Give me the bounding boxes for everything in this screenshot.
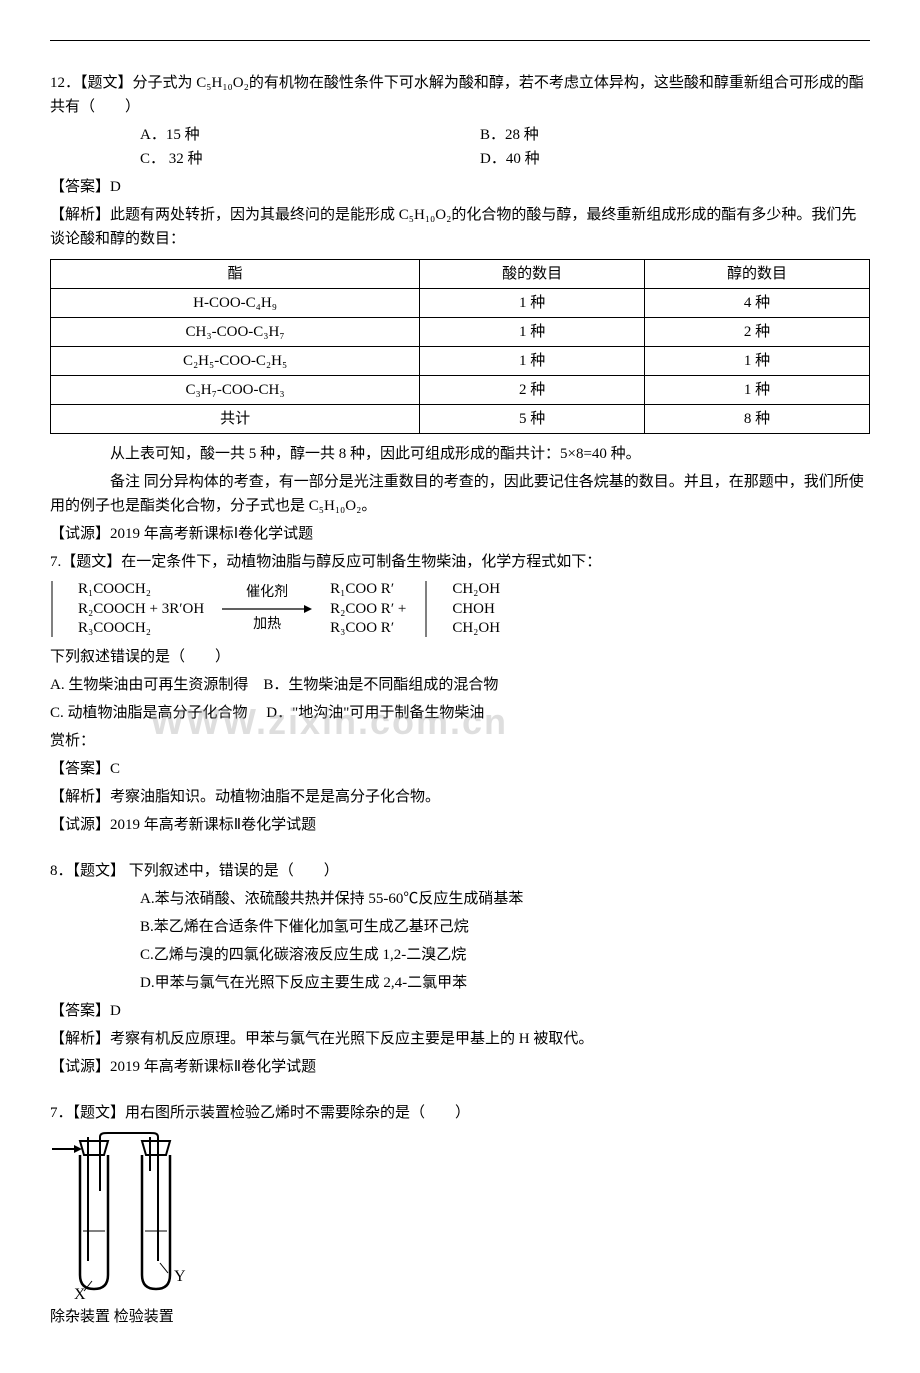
q7a-stem: 7.【题文】在一定条件下，动植物油脂与醇反应可制备生物柴油，化学方程式如下：: [50, 550, 870, 574]
q7a-stem2: 下列叙述错误的是（ ）: [50, 645, 870, 669]
q7a-explain: 【解析】考察油脂知识。动植物油脂不是是高分子化合物。: [50, 785, 870, 809]
q7a-option-a: A. 生物柴油由可再生资源制得: [50, 677, 248, 693]
rxn-right-0: CH₂OH: [452, 580, 500, 600]
q12-explain: 【解析】此题有两处转折，因为其最终问的是能形成 C₅H₁₀O₂的化合物的酸与醇，…: [50, 203, 870, 251]
table-row: CH₃-COO-C₃H₇ 1 种 2 种: [51, 318, 870, 347]
q7a-reaction: R₁COOCH₂ R₂COOCH + 3R′OH R₃COOCH₂ 催化剂 加热…: [50, 580, 870, 639]
rxn-left-0: R₁COOCH₂: [78, 580, 204, 600]
q7a-shangxi: 赏析：: [50, 729, 870, 753]
q12-stem: 12．【题文】分子式为 C₅H₁₀O₂的有机物在酸性条件下可水解为酸和醇，若不考…: [50, 71, 870, 119]
arrow-bottom-label: 加热: [227, 614, 307, 636]
q8-answer: 【答案】D: [50, 999, 870, 1023]
rxn-right-1: CHOH: [452, 600, 500, 620]
rxn-left: R₁COOCH₂ R₂COOCH + 3R′OH R₃COOCH₂: [78, 580, 204, 639]
q7a-option-d: D．"地沟油"可用于制备生物柴油: [266, 705, 484, 721]
q8-option-c: C.乙烯与溴的四氯化碳溶液反应生成 1,2-二溴乙烷: [50, 943, 870, 967]
rxn-mid-0: R₁COO R′: [330, 580, 406, 600]
right-brace-icon: [424, 581, 434, 637]
fig-label-y: Y: [174, 1268, 186, 1285]
cell: 1 种: [420, 289, 645, 318]
rxn-left-1: R₂COOCH + 3R′OH: [78, 600, 204, 620]
q7b-figure: X Y: [50, 1131, 870, 1301]
top-rule: [50, 40, 870, 41]
q8-source: 【试源】2019 年高考新课标Ⅱ卷化学试题: [50, 1055, 870, 1079]
q7a-options-line1: A. 生物柴油由可再生资源制得 B．生物柴油是不同酯组成的混合物: [50, 673, 870, 697]
q12-after2: 备注 同分异构体的考查，有一部分是光注重数目的考查的，因此要记住各烷基的数目。并…: [50, 470, 870, 518]
cell: 1 种: [645, 347, 870, 376]
cell: 8 种: [645, 405, 870, 434]
rxn-mid-1: R₂COO R′ +: [330, 600, 406, 620]
cell: CH₃-COO-C₃H₇: [51, 318, 420, 347]
q7a-source: 【试源】2019 年高考新课标Ⅱ卷化学试题: [50, 813, 870, 837]
q7a-options-line2: C. 动植物油脂是高分子化合物 D．"地沟油"可用于制备生物柴油: [50, 701, 870, 725]
table-row: H-COO-C₄H₉ 1 种 4 种: [51, 289, 870, 318]
rxn-mid: R₁COO R′ R₂COO R′ + R₃COO R′: [330, 580, 406, 639]
q8-option-b: B.苯乙烯在合适条件下催化加氢可生成乙基环己烷: [50, 915, 870, 939]
cell: 共计: [51, 405, 420, 434]
table-row: 共计 5 种 8 种: [51, 405, 870, 434]
apparatus-icon: X Y: [50, 1131, 210, 1301]
spacer: [50, 841, 870, 855]
q12-th-1: 酸的数目: [420, 260, 645, 289]
q8-option-a: A.苯与浓硝酸、浓硫酸共热并保持 55-60℃反应生成硝基苯: [50, 887, 870, 911]
q7a-option-b: B．生物柴油是不同酯组成的混合物: [263, 677, 498, 693]
fig-label-x: X: [74, 1286, 86, 1301]
rxn-arrow: 催化剂 加热: [222, 582, 312, 637]
q8-stem: 8．【题文】 下列叙述中，错误的是（ ）: [50, 859, 870, 883]
q12-option-a: A．15 种: [140, 123, 480, 147]
q12-option-d: D．40 种: [480, 147, 540, 171]
rxn-right-2: CH₂OH: [452, 619, 500, 639]
cell: 5 种: [420, 405, 645, 434]
cell: C₃H₇-COO-CH₃: [51, 376, 420, 405]
q12-after1: 从上表可知，酸一共 5 种，醇一共 8 种，因此可组成形成的酯共计：5×8=40…: [50, 442, 870, 466]
q12-answer: 【答案】D: [50, 175, 870, 199]
q12-option-c: C． 32 种: [140, 147, 480, 171]
table-row: C₂H₅-COO-C₂H₅ 1 种 1 种: [51, 347, 870, 376]
q12-source: 【试源】2019 年高考新课标Ⅰ卷化学试题: [50, 522, 870, 546]
left-brace-icon: [50, 581, 60, 637]
q12-th-2: 醇的数目: [645, 260, 870, 289]
q12-options-row1: A．15 种 B．28 种: [50, 123, 870, 147]
arrow-icon: [222, 604, 312, 614]
cell: 1 种: [645, 376, 870, 405]
cell: 1 种: [420, 347, 645, 376]
cell: 2 种: [645, 318, 870, 347]
q12-options-row2: C． 32 种 D．40 种: [50, 147, 870, 171]
cell: C₂H₅-COO-C₂H₅: [51, 347, 420, 376]
q8-option-d: D.甲苯与氯气在光照下反应主要生成 2,4-二氯甲苯: [50, 971, 870, 995]
q12-table: 酯 酸的数目 醇的数目 H-COO-C₄H₉ 1 种 4 种 CH₃-COO-C…: [50, 259, 870, 434]
cell: 4 种: [645, 289, 870, 318]
rxn-left-2: R₃COOCH₂: [78, 619, 204, 639]
cell: H-COO-C₄H₉: [51, 289, 420, 318]
q7a-option-c: C. 动植物油脂是高分子化合物: [50, 705, 248, 721]
q7b-stem: 7．【题文】用右图所示装置检验乙烯时不需要除杂的是（ ）: [50, 1101, 870, 1125]
spacer: [50, 1083, 870, 1097]
cell: 1 种: [420, 318, 645, 347]
rxn-mid-2: R₃COO R′: [330, 619, 406, 639]
cell: 2 种: [420, 376, 645, 405]
table-row: C₃H₇-COO-CH₃ 2 种 1 种: [51, 376, 870, 405]
rxn-right: CH₂OH CHOH CH₂OH: [452, 580, 500, 639]
q7a-answer: 【答案】C: [50, 757, 870, 781]
q7b-caption: 除杂装置 检验装置: [50, 1305, 870, 1329]
q12-option-b: B．28 种: [480, 123, 539, 147]
arrow-top-label: 催化剂: [227, 582, 307, 604]
q8-explain: 【解析】考察有机反应原理。甲苯与氯气在光照下反应主要是甲基上的 H 被取代。: [50, 1027, 870, 1051]
q12-th-0: 酯: [51, 260, 420, 289]
